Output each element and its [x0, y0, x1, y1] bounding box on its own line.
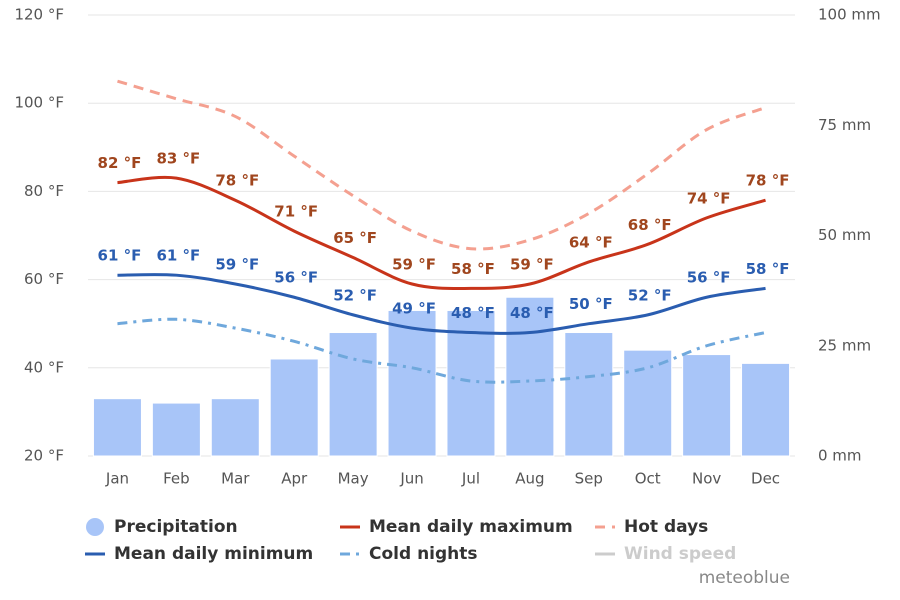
- line: [117, 79, 767, 251]
- data-label: 78 °F: [746, 172, 790, 190]
- bar: [151, 402, 201, 457]
- x-tick-label: Apr: [281, 470, 308, 488]
- credit: meteoblue: [699, 568, 790, 588]
- y-tick-label: 120 °F: [14, 6, 64, 24]
- data-label: 59 °F: [392, 256, 436, 274]
- y-tick-label: 100 °F: [14, 94, 64, 112]
- y-tick-label: 20 °F: [24, 447, 64, 465]
- data-label: 71 °F: [274, 203, 318, 221]
- line: [117, 273, 766, 335]
- y-tick-label: 60 °F: [24, 270, 64, 288]
- data-label: 61 °F: [98, 247, 142, 265]
- x-tick-label: May: [338, 470, 369, 488]
- data-label: 74 °F: [687, 189, 731, 207]
- y-tick-label: 80 °F: [24, 182, 64, 200]
- data-label: 49 °F: [392, 300, 436, 318]
- x-tick-label: Feb: [163, 470, 190, 488]
- legend-label: Mean daily minimum: [114, 544, 313, 564]
- bar: [328, 332, 378, 457]
- bar: [269, 358, 319, 457]
- data-label: 82 °F: [98, 154, 142, 172]
- data-label: 83 °F: [156, 150, 200, 168]
- data-label: 56 °F: [274, 269, 318, 287]
- x-tick-label: Nov: [692, 470, 721, 488]
- legend-label: Hot days: [624, 517, 708, 537]
- x-tick-label: Jun: [399, 470, 423, 488]
- data-label: 78 °F: [215, 172, 259, 190]
- data-label: 52 °F: [628, 286, 672, 304]
- data-label: 59 °F: [510, 256, 554, 274]
- data-label: 59 °F: [215, 256, 259, 274]
- data-label: 61 °F: [156, 247, 200, 265]
- data-label: 58 °F: [451, 260, 495, 278]
- x-tick-label: Dec: [751, 470, 780, 488]
- data-label: 48 °F: [451, 304, 495, 322]
- y2-tick-label: 50 mm: [818, 226, 871, 244]
- x-tick-label: Jan: [105, 470, 129, 488]
- data-label: 64 °F: [569, 233, 613, 251]
- bar: [210, 398, 260, 457]
- bar: [387, 309, 437, 457]
- bar: [741, 362, 791, 457]
- bar: [564, 332, 614, 457]
- legend-label: Cold nights: [369, 544, 478, 564]
- data-label: 50 °F: [569, 295, 613, 313]
- x-tick-label: Sep: [575, 470, 603, 488]
- y-tick-label: 40 °F: [24, 358, 64, 376]
- legend-label: Wind speed: [624, 544, 736, 564]
- legend-symbol: [86, 518, 104, 536]
- bar: [623, 349, 673, 457]
- bar: [682, 354, 732, 457]
- bar: [92, 398, 142, 457]
- x-tick-label: Aug: [515, 470, 544, 488]
- y2-tick-label: 100 mm: [818, 6, 881, 24]
- x-tick-label: Mar: [221, 470, 250, 488]
- line: [117, 175, 766, 290]
- y2-tick-label: 25 mm: [818, 336, 871, 354]
- data-label: 56 °F: [687, 269, 731, 287]
- y2-tick-label: 75 mm: [818, 116, 871, 134]
- data-label: 68 °F: [628, 216, 672, 234]
- bar: [505, 296, 555, 457]
- legend-label: Mean daily maximum: [369, 517, 573, 537]
- x-tick-label: Oct: [635, 470, 661, 488]
- data-label: 65 °F: [333, 229, 377, 247]
- legend-label: Precipitation: [114, 517, 238, 537]
- data-label: 58 °F: [746, 260, 790, 278]
- data-label: 52 °F: [333, 286, 377, 304]
- y2-tick-label: 0 mm: [818, 447, 862, 465]
- data-label: 48 °F: [510, 304, 554, 322]
- line: [117, 317, 766, 384]
- x-tick-label: Jul: [461, 470, 480, 488]
